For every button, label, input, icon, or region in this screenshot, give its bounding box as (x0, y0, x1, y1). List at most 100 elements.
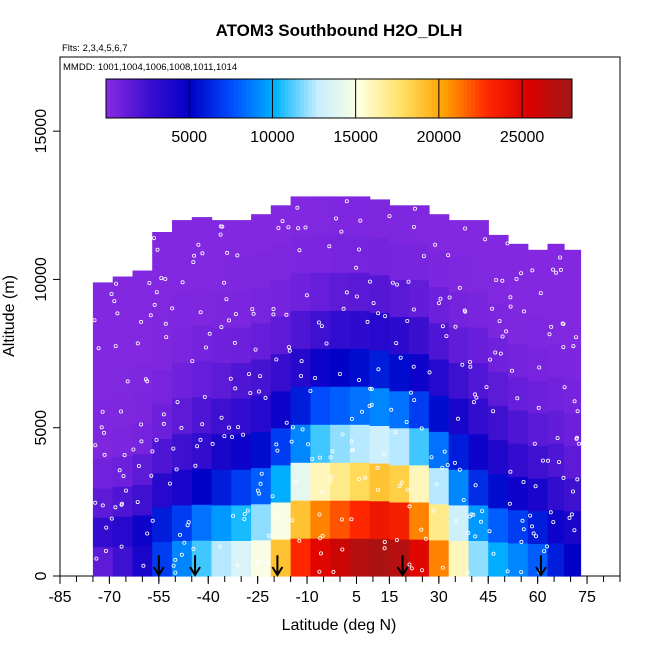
heatmap-cell (564, 347, 582, 381)
heatmap-cell (389, 538, 410, 577)
observation-point (369, 402, 374, 407)
colorbar-segment (362, 79, 367, 118)
heatmap-cell (564, 315, 582, 349)
chart-title: ATOM3 Southbound H2O_DLH (216, 21, 463, 40)
observation-point (457, 285, 462, 290)
observation-point (483, 237, 488, 242)
observation-point (411, 364, 416, 369)
heatmap-cell (508, 310, 529, 345)
observation-point (250, 307, 255, 312)
heatmap-cell (310, 538, 331, 577)
observation-point (466, 530, 471, 535)
observation-point (508, 295, 513, 300)
heatmap-cell (191, 253, 213, 290)
observation-point (328, 455, 333, 460)
x-tick-label: 5 (352, 589, 361, 606)
observation-point (195, 444, 200, 449)
heatmap-cell (488, 507, 509, 543)
heatmap-cell (152, 472, 173, 508)
colorbar-tick-label: 25000 (500, 129, 545, 146)
heatmap-cell (92, 370, 114, 401)
observation-point (185, 523, 190, 528)
heatmap-cell (211, 433, 232, 470)
observation-point (179, 425, 184, 430)
observation-point (423, 536, 428, 541)
observation-point (218, 544, 223, 549)
heatmap-cell (270, 390, 292, 429)
heatmap-cell (211, 504, 232, 541)
observation-point (549, 324, 554, 329)
observation-point (233, 312, 238, 317)
observation-point (357, 477, 362, 482)
observation-point (163, 276, 168, 281)
observation-point (203, 345, 208, 350)
heatmap-cell (448, 362, 470, 399)
observation-point (555, 436, 560, 441)
observation-point (317, 569, 322, 574)
observation-point (324, 341, 329, 346)
colorbar-segment (168, 79, 173, 118)
observation-point (242, 512, 247, 517)
heatmap-cell (428, 250, 450, 288)
observation-point (398, 355, 403, 360)
heatmap-cell (488, 371, 509, 407)
observation-point (405, 318, 410, 323)
x-tick-label: 45 (479, 589, 497, 606)
profile-marker-head (396, 566, 409, 577)
heatmap-cell (468, 362, 489, 399)
observation-point (151, 236, 156, 241)
observation-point (117, 468, 122, 473)
heatmap-cell (152, 438, 173, 474)
heatmap-cell (112, 336, 134, 367)
observation-point (218, 232, 223, 237)
heatmap-cell (191, 324, 213, 362)
heatmap-cell (428, 358, 450, 396)
colorbar-segment (482, 79, 487, 118)
heatmap-cell (508, 343, 529, 378)
heatmap-cell (428, 503, 450, 541)
colorbar-segment (140, 79, 146, 118)
x-tick-label: -25 (246, 589, 269, 606)
observation-point (461, 497, 466, 502)
observation-point (121, 473, 126, 478)
observation-point (173, 570, 178, 575)
heatmap-cell (310, 196, 331, 235)
observation-point (265, 560, 270, 565)
colorbar-segment (191, 79, 196, 118)
observation-point (193, 463, 198, 468)
heatmap-cell (310, 234, 331, 273)
heatmap-cell (448, 433, 470, 470)
observation-point (235, 563, 240, 568)
observation-point (551, 520, 556, 525)
colorbar-segment (420, 79, 425, 118)
colorbar-segment (498, 79, 503, 118)
colorbar-segment (529, 79, 534, 118)
observation-point (182, 540, 187, 545)
heatmap-cell (152, 404, 173, 439)
heatmap-cell (132, 453, 153, 485)
observation-point (251, 311, 256, 316)
x-tick-label: 30 (430, 589, 448, 606)
colorbar-segment (203, 79, 208, 118)
observation-point (538, 291, 543, 296)
observation-point (102, 430, 107, 435)
observation-point (381, 452, 386, 457)
observation-point (575, 477, 580, 482)
observation-point (431, 508, 436, 513)
heatmap-cell (349, 196, 371, 235)
heatmap-cell (409, 427, 430, 466)
observation-point (109, 291, 114, 296)
observation-point (572, 399, 577, 404)
observation-point (226, 425, 231, 430)
observation-point (122, 453, 127, 458)
observation-point (500, 334, 505, 339)
x-tick-label: -85 (48, 589, 71, 606)
colorbar-segment (106, 79, 111, 118)
heatmap-cell (132, 270, 153, 302)
observation-point (96, 346, 101, 351)
heatmap-cell (409, 464, 430, 503)
observation-point (173, 557, 178, 562)
heatmap-cell (369, 538, 390, 577)
colorbar-segment (366, 79, 371, 118)
heatmap-cell (132, 362, 153, 394)
